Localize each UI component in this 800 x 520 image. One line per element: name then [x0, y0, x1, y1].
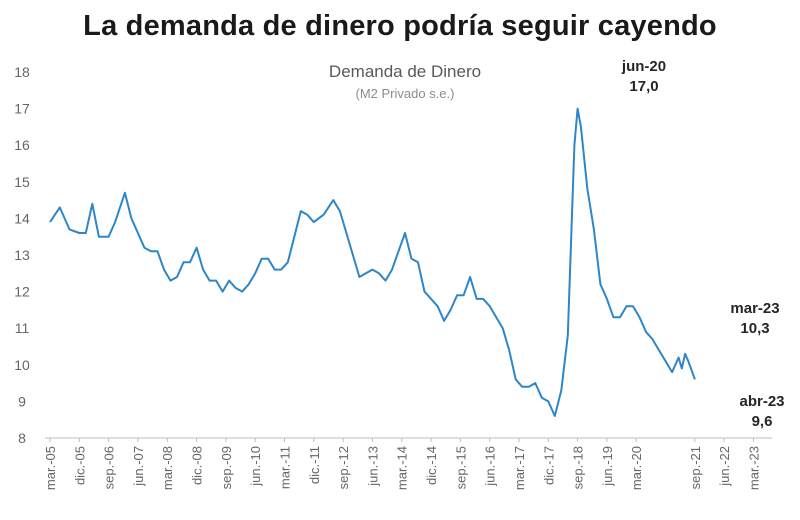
x-tick-label: sep.-15 — [453, 446, 468, 489]
y-tick-label: 18 — [14, 64, 30, 80]
x-tick-label: jun.-19 — [600, 446, 615, 487]
chart-title: Demanda de Dinero — [329, 62, 481, 81]
x-tick-label: mar.-11 — [277, 446, 292, 489]
x-tick-label: sep.-12 — [336, 446, 351, 489]
chart-subtitle: (M2 Privado s.e.) — [356, 86, 455, 101]
x-tick-label: jun.-16 — [483, 446, 498, 487]
x-tick-label: mar.-14 — [395, 446, 410, 490]
x-tick-label: sep.-18 — [571, 446, 586, 489]
y-tick-label: 11 — [15, 320, 30, 336]
page-title: La demanda de dinero podría seguir cayen… — [83, 10, 717, 42]
x-tick-label: dic.-11 — [307, 446, 322, 484]
y-tick-label: 12 — [14, 284, 30, 300]
y-tick-label: 16 — [14, 137, 30, 153]
x-axis-ticks: mar.-05 dic.-05 sep.-06 jun.-07 mar.-08 dic.-… — [43, 438, 761, 490]
annotation-abr23-label: abr-23 — [739, 393, 784, 410]
annotation-mar23-label: mar-23 — [730, 300, 779, 317]
x-tick-label: sep.-21 — [688, 446, 703, 489]
y-tick-label: 17 — [14, 101, 30, 117]
y-tick-label: 13 — [14, 247, 30, 263]
annotation-mar23-value: 10,3 — [740, 320, 769, 337]
x-tick-label: sep.-06 — [102, 446, 117, 489]
y-tick-label: 8 — [18, 430, 26, 446]
x-tick-label: mar.-20 — [629, 446, 644, 490]
x-tick-label: mar.-23 — [746, 446, 761, 490]
y-axis-ticks: 8 9 10 11 12 13 14 15 16 17 18 — [14, 64, 30, 446]
y-tick-label: 9 — [18, 393, 26, 409]
x-tick-label: jun.-07 — [131, 446, 146, 487]
annotations: jun-20 17,0 mar-23 10,3 abr-23 9,6 — [621, 58, 785, 430]
x-tick-label: dic.-14 — [424, 446, 439, 485]
annotation-peak-value: 17,0 — [629, 78, 658, 95]
x-tick-label: mar.-05 — [43, 446, 58, 490]
x-tick-label: mar.-08 — [160, 446, 175, 490]
x-tick-label: jun.-22 — [717, 446, 732, 487]
y-tick-label: 14 — [14, 210, 30, 226]
x-tick-label: mar.-17 — [512, 446, 527, 490]
x-tick-label: jun.-13 — [365, 446, 380, 487]
y-tick-label: 15 — [14, 174, 30, 190]
x-tick-label: dic.-08 — [190, 446, 205, 485]
y-tick-label: 10 — [14, 357, 30, 373]
series-line-demanda-de-dinero — [49, 107, 696, 417]
x-tick-label: jun.-10 — [248, 446, 263, 487]
x-tick-label: sep.-09 — [219, 446, 234, 489]
annotation-abr23-value: 9,6 — [752, 413, 773, 430]
x-tick-label: dic.-17 — [541, 446, 556, 485]
annotation-peak-label: jun-20 — [621, 58, 666, 75]
x-tick-label: dic.-05 — [72, 446, 87, 485]
